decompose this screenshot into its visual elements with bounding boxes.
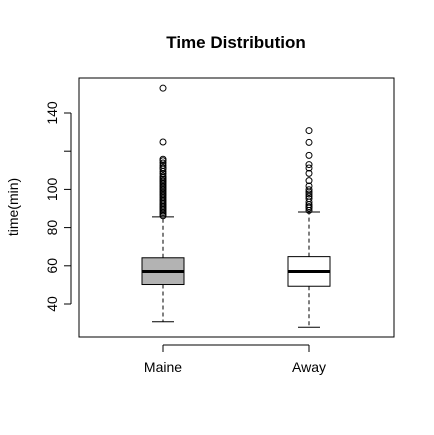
outlier-point bbox=[305, 182, 313, 190]
outlier-point bbox=[159, 164, 167, 172]
outlier-point bbox=[305, 190, 313, 198]
box-maine bbox=[141, 84, 185, 323]
y-tick-label: 60 bbox=[44, 258, 60, 274]
y-tick-label: 100 bbox=[44, 178, 60, 202]
chart-title: Time Distribution bbox=[166, 33, 305, 52]
outlier-point bbox=[159, 84, 167, 92]
outlier-point bbox=[305, 186, 313, 194]
y-tick-label: 40 bbox=[44, 296, 60, 312]
y-tick-label: 80 bbox=[44, 220, 60, 236]
outlier-point bbox=[159, 172, 167, 180]
box-away bbox=[287, 127, 331, 328]
y-axis: 40 60 80 100 140 bbox=[44, 101, 72, 312]
outlier-point bbox=[305, 177, 313, 185]
x-tick-label: Away bbox=[292, 359, 326, 375]
outlier-point bbox=[159, 155, 167, 163]
outlier-point bbox=[305, 164, 313, 172]
y-tick-label: 140 bbox=[44, 101, 60, 125]
outlier-point bbox=[159, 138, 167, 146]
plot-frame bbox=[78, 77, 395, 338]
boxes-group bbox=[141, 84, 331, 328]
outlier-point bbox=[305, 151, 313, 159]
x-tick-label: Maine bbox=[144, 359, 182, 375]
y-axis-label: time(min) bbox=[5, 178, 21, 236]
outlier-point bbox=[305, 127, 313, 135]
outlier-point bbox=[305, 203, 313, 211]
outlier-point bbox=[305, 161, 313, 169]
outlier-point bbox=[159, 159, 167, 167]
outlier-point bbox=[305, 138, 313, 146]
outlier-point bbox=[305, 169, 313, 177]
x-axis: Maine Away bbox=[144, 344, 326, 375]
